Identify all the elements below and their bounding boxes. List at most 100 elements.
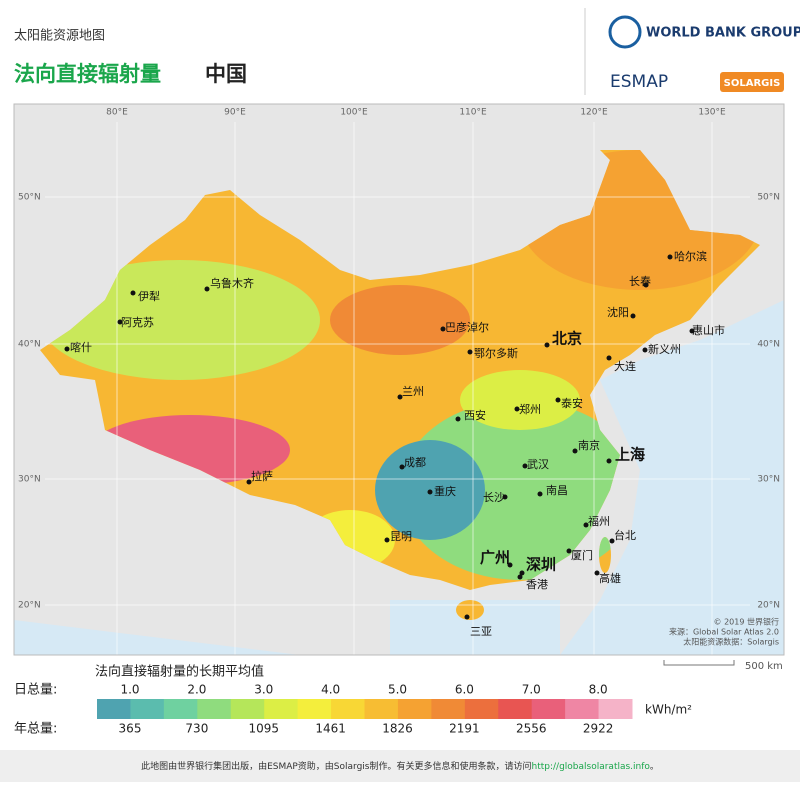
city-dot <box>606 355 612 361</box>
city-dot <box>689 328 695 334</box>
wb-logo <box>608 15 642 49</box>
lat-label: 50°N <box>757 193 780 203</box>
city-dot <box>440 326 446 332</box>
legend-swatch <box>264 699 299 719</box>
lon-label: 100°E <box>340 108 368 118</box>
scale-label: 500 km <box>745 661 783 672</box>
city-label: 香港 <box>526 578 548 591</box>
city-dot <box>630 313 636 319</box>
city-label: 拉萨 <box>251 469 273 483</box>
city-label: 深圳 <box>526 556 556 574</box>
legend-swatch <box>431 699 466 719</box>
city-dot <box>642 347 648 353</box>
city-label: 南京 <box>578 438 600 452</box>
sea <box>560 300 784 655</box>
city-label: 成都 <box>404 456 426 469</box>
city-label: 新义州 <box>648 342 681 356</box>
legend-swatch <box>464 699 499 719</box>
city-dot <box>246 479 252 485</box>
annual-value: 2556 <box>516 722 547 736</box>
legend-swatch <box>531 699 566 719</box>
city-label: 鄂尔多斯 <box>474 346 518 360</box>
legend-swatch <box>498 699 533 719</box>
city-label: 高雄 <box>599 571 621 585</box>
lat-label: 30°N <box>757 475 780 485</box>
city-label: 长春 <box>629 275 651 288</box>
daily-label: 日总量: <box>14 683 57 698</box>
city-label: 长沙 <box>483 491 505 504</box>
legend-swatch <box>163 699 198 719</box>
dni-zone <box>40 260 320 380</box>
lon-label: 130°E <box>698 108 726 118</box>
footer-band <box>0 750 800 782</box>
footer-end: 。 <box>650 762 659 772</box>
footer: 此地图由世界银行集团出版，由ESMAP资助，由Solargis制作。有关更多信息… <box>141 760 659 772</box>
city-dot <box>643 282 649 288</box>
city-dot <box>64 346 70 352</box>
city-dot <box>502 494 508 500</box>
city-label: 惠山市 <box>692 323 725 337</box>
city-label: 昆明 <box>390 530 412 543</box>
city-label: 南昌 <box>546 484 568 497</box>
annual-value: 730 <box>185 722 208 736</box>
footer-text: 此地图由世界银行集团出版，由ESMAP资助，由Solargis制作。有关更多信息… <box>141 760 531 772</box>
city-dot <box>507 562 513 568</box>
lat-label: 40°N <box>757 340 780 350</box>
legend-swatch <box>297 699 332 719</box>
city-label: 重庆 <box>434 484 456 498</box>
annual-label: 年总量: <box>14 722 57 737</box>
city-dot <box>583 522 589 528</box>
city-label: 西安 <box>464 408 486 422</box>
city-dot <box>117 319 123 325</box>
city-dot <box>464 614 470 620</box>
annual-value: 1826 <box>382 722 413 736</box>
daily-value: 4.0 <box>321 683 340 697</box>
city-dot <box>519 570 525 576</box>
city-label: 阿克苏 <box>121 316 154 329</box>
city-dot <box>667 254 673 260</box>
daily-value: 6.0 <box>455 683 474 697</box>
city-label: 沈阳 <box>607 305 629 319</box>
dni-zone <box>460 370 580 430</box>
city-dot <box>384 537 390 543</box>
city-dot <box>606 458 612 464</box>
city-label: 兰州 <box>402 385 424 398</box>
city-dot <box>427 489 433 495</box>
city-label: 武汉 <box>527 458 549 471</box>
legend-title: 法向直接辐射量的长期平均值 <box>95 664 264 680</box>
lat-label: 30°N <box>18 475 41 485</box>
city-label: 台北 <box>614 528 636 542</box>
map-frame <box>13 103 785 656</box>
annual-value: 2922 <box>583 722 614 736</box>
city-label: 郑州 <box>519 402 541 416</box>
city-dot <box>544 342 550 348</box>
annual-value: 1461 <box>315 722 346 736</box>
legend-swatch <box>197 699 232 719</box>
legend-swatch <box>598 699 633 719</box>
map: 80°E 90°E 100°E 110°E 120°E 130°E 50°N 50°N 40°N… <box>14 104 784 655</box>
esmap: ESMAP <box>610 72 668 92</box>
lon-label: 90°E <box>224 108 246 118</box>
city-label: 伊犁 <box>138 289 160 303</box>
city-dot <box>130 290 136 296</box>
city-dot <box>467 349 473 355</box>
city-dot <box>517 574 523 580</box>
city-label: 广州 <box>480 549 510 567</box>
city-label: 巴彦淖尔 <box>445 320 489 334</box>
city-label: 上海 <box>615 446 645 464</box>
lat-label: 50°N <box>18 193 41 203</box>
city-dot <box>594 570 600 576</box>
footer-link[interactable]: http://globalsolaratlas.info <box>532 762 651 772</box>
city-dot <box>537 491 543 497</box>
sea-south <box>14 600 560 655</box>
lon-label: 110°E <box>459 108 487 118</box>
annual-value: 1095 <box>248 722 279 736</box>
city-dot <box>514 406 520 412</box>
city-label: 北京 <box>552 330 582 348</box>
city-dot <box>566 548 572 554</box>
daily-value: 3.0 <box>254 683 273 697</box>
dni-zone <box>330 285 470 355</box>
credit: 来源：Global Solar Atlas 2.0 <box>669 628 779 637</box>
